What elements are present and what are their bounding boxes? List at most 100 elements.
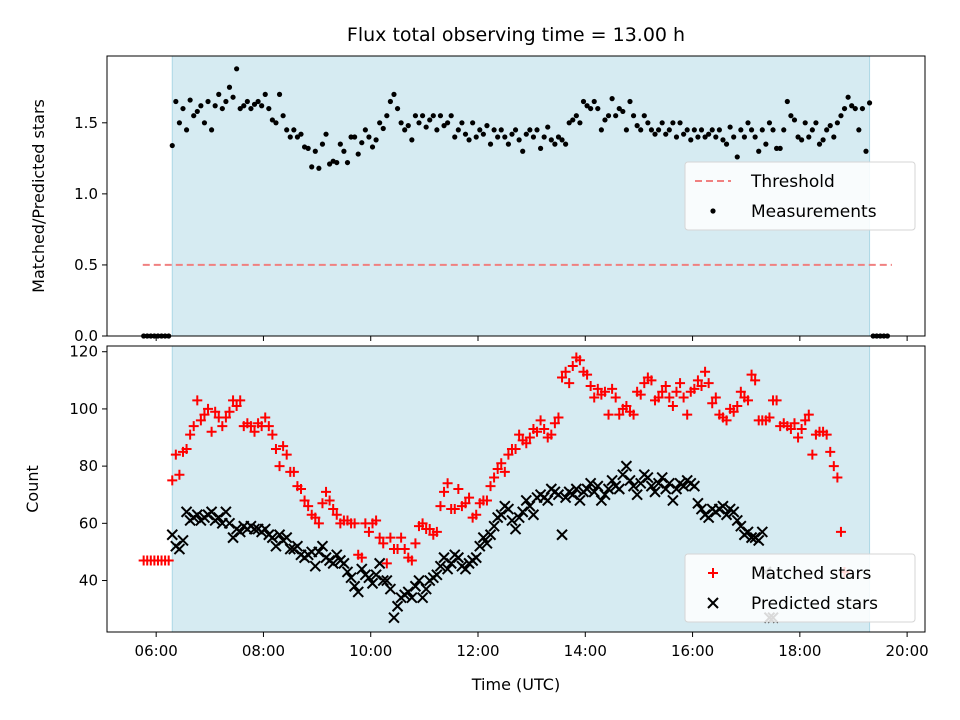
data-point [270,443,281,454]
data-point [169,142,175,149]
data-point [759,127,765,133]
data-point [723,141,730,147]
data-point [678,392,689,403]
data-point [667,494,679,507]
data-point [441,563,454,575]
data-point [534,127,540,133]
data-point [610,392,621,403]
data-point [606,474,618,487]
data-point [263,421,274,432]
data-point [549,418,560,429]
data-point [281,449,292,460]
data-point [488,520,500,532]
data-point [727,124,733,130]
data-point [185,429,196,440]
x-tick-label: 06:00 [135,642,178,660]
data-point [387,98,393,105]
legend-swatch [710,208,716,214]
data-point [835,526,846,537]
data-point [681,131,687,137]
data-point [251,101,258,107]
legend-box [684,553,916,623]
data-point [748,127,755,133]
data-point [394,105,401,112]
data-point [605,113,612,119]
data-point [832,472,843,483]
legend-swatch [707,597,719,609]
data-point [692,497,704,510]
data-point [707,398,718,409]
data-point [845,94,851,100]
data-point [352,134,358,140]
legend-label: Matched stars [751,564,871,584]
data-point [807,449,818,460]
data-point [841,105,848,112]
data-point [599,489,611,501]
data-point [516,506,529,518]
data-point [621,401,632,412]
data-point [673,134,680,140]
data-point [638,127,644,133]
data-point [284,127,290,133]
data-point [445,120,451,126]
data-point [287,134,293,140]
data-point [523,131,529,137]
data-point [831,134,837,140]
data-point [470,551,482,564]
data-point [385,532,396,543]
data-point [310,512,321,523]
data-point [224,406,235,417]
data-point [259,103,265,109]
data-point [627,98,633,105]
data-point [717,500,729,512]
data-point [317,498,328,509]
data-point [741,134,748,140]
data-point [173,98,179,105]
data-point [813,120,819,126]
data-point [756,526,769,538]
data-point [313,518,324,529]
data-point [223,517,236,530]
data-point [634,123,640,129]
data-point [417,518,428,529]
data-point [381,574,393,587]
data-point [793,432,804,443]
data-point [173,543,186,555]
data-point [520,494,532,507]
x-tick-label: 16:00 [671,642,714,660]
data-point [344,159,351,166]
data-point [771,395,782,406]
data-point [484,529,497,541]
data-point [753,534,765,547]
data-point [535,415,546,426]
data-point [276,91,283,97]
data-point [505,141,512,147]
legend-box [684,161,916,231]
data-point [188,421,199,432]
x-tick-label: 12:00 [456,642,499,660]
data-point [191,509,204,521]
data-point [745,120,751,126]
data-point [799,137,805,143]
data-point [763,141,769,147]
data-point [462,131,469,137]
data-point [423,124,429,130]
data-point [205,506,218,518]
data-point [406,555,417,566]
data-point [653,392,664,403]
x-tick-label: 10:00 [349,642,392,660]
data-point [649,486,661,498]
data-point [331,509,342,520]
data-point [735,520,747,532]
data-point [820,137,826,143]
data-point [614,409,625,420]
data-point [800,415,811,426]
data-point [570,483,583,495]
data-point [441,123,447,129]
data-point [537,145,544,151]
data-point [663,477,676,489]
data-point [806,134,812,140]
data-point [413,574,425,587]
data-point [716,127,722,133]
